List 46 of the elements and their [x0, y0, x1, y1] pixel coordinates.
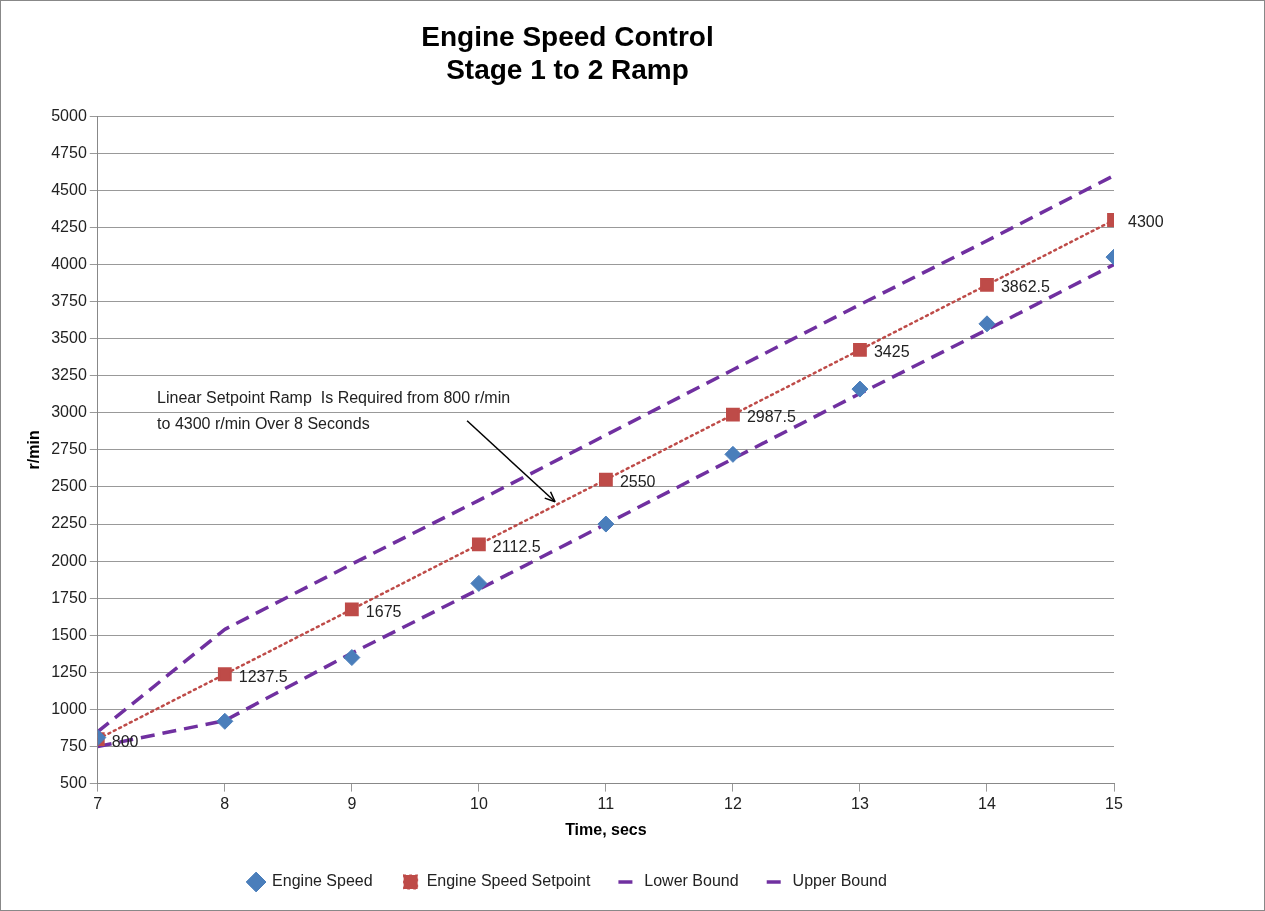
x-tick-label: 15: [1105, 794, 1123, 812]
data-label: 2112.5: [492, 537, 541, 555]
y-tick-label: 1750: [51, 588, 87, 606]
x-tick-label: 7: [93, 794, 103, 812]
y-tick-label: 4250: [51, 217, 87, 235]
x-tick-label: 8: [220, 794, 230, 812]
chart-subtitle: Stage 1 to 2 Ramp: [446, 54, 689, 86]
data-label: 3425: [873, 343, 910, 361]
legend-label: Engine Speed Setpoint: [426, 872, 591, 890]
x-tick-label: 13: [851, 794, 869, 812]
data-label: 1237.5: [238, 667, 288, 685]
x-axis-title: Time, secs: [565, 820, 647, 838]
y-tick-label: 3750: [51, 292, 87, 309]
data-label: 3862.5: [1000, 278, 1051, 296]
x-tick-label: 9: [347, 794, 357, 812]
legend-label: Upper Bound: [792, 872, 887, 890]
x-tick-label: 11: [597, 794, 615, 812]
x-tick-label: 12: [724, 794, 742, 812]
y-tick-label: 5000: [51, 106, 87, 124]
data-label: 1675: [365, 602, 402, 620]
y-tick-label: 1250: [51, 662, 87, 680]
y-tick-label: 2250: [51, 514, 87, 532]
data-label: 2987.5: [746, 408, 796, 426]
y-axis-title: r/min: [25, 430, 43, 470]
y-tick-label: 500: [60, 774, 87, 792]
x-tick-label: 10: [469, 794, 488, 812]
annotation: Linear Setpoint Ramp Is Required from 800 r/min to 4300 r/min Over 8 Seconds: [157, 389, 511, 433]
data-label: 2550: [619, 472, 656, 490]
chart-title: Engine Speed Control: [421, 20, 714, 52]
y-tick-label: 1000: [51, 699, 87, 717]
y-tick-label: 2000: [51, 551, 87, 569]
y-tick-label: 3000: [51, 403, 87, 421]
data-label: 4300: [1128, 213, 1164, 231]
y-tick-label: 1500: [51, 625, 87, 643]
y-tick-label: 4000: [51, 254, 87, 272]
y-tick-label: 3500: [51, 329, 87, 347]
y-tick-label: 4500: [51, 180, 87, 198]
y-tick-label: 3250: [51, 366, 87, 384]
y-tick-label: 2500: [51, 477, 87, 495]
legend-label: Engine Speed: [272, 872, 373, 890]
y-tick-label: 2750: [51, 440, 87, 458]
y-tick-label: 4750: [51, 143, 87, 161]
x-tick-label: 14: [978, 794, 996, 812]
y-tick-label: 750: [60, 736, 87, 754]
data-label: 800: [111, 732, 139, 750]
legend-label: Lower Bound: [644, 872, 739, 890]
